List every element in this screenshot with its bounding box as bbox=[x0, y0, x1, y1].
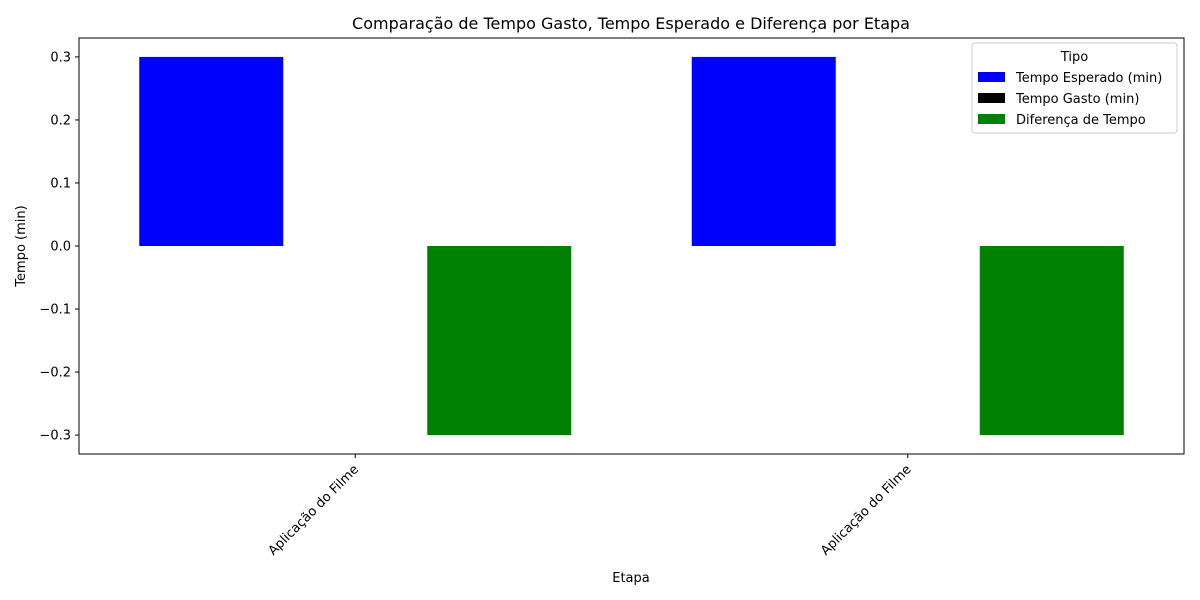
legend: Tipo Tempo Esperado (min) Tempo Gasto (mi… bbox=[971, 42, 1178, 134]
legend-label: Tempo Gasto (min) bbox=[1015, 92, 1139, 107]
legend-items: Tempo Esperado (min) Tempo Gasto (min) Dif… bbox=[978, 71, 1162, 128]
y-tick-label: −0.3 bbox=[39, 429, 71, 444]
chart-title: Comparação de Tempo Gasto, Tempo Esperad… bbox=[352, 14, 910, 33]
legend-box bbox=[971, 42, 1178, 134]
x-axis-label: Etapa bbox=[612, 571, 650, 586]
legend-swatch bbox=[978, 114, 1005, 124]
legend-label: Diferença de Tempo bbox=[1016, 113, 1146, 128]
x-tick-label: Aplicação do Filme bbox=[818, 462, 914, 558]
y-tick-label: 0.1 bbox=[50, 176, 71, 191]
bar bbox=[427, 246, 572, 436]
y-axis-label: Tempo (min) bbox=[14, 205, 29, 287]
bar bbox=[139, 56, 284, 247]
legend-label: Tempo Esperado (min) bbox=[1015, 71, 1162, 86]
y-axis: 0.3 0.2 0.1 0.0 −0.1 −0.2 −0.3 bbox=[39, 50, 79, 444]
y-tick-label: 0.0 bbox=[50, 240, 71, 255]
x-axis: Aplicação do Filme Aplicação do Filme bbox=[266, 454, 915, 559]
y-tick-label: −0.1 bbox=[39, 303, 71, 318]
y-tick-label: −0.2 bbox=[39, 366, 71, 381]
x-tick-label: Aplicação do Filme bbox=[266, 462, 362, 558]
bar bbox=[691, 56, 836, 247]
legend-swatch bbox=[978, 72, 1005, 82]
bars-group bbox=[139, 56, 1124, 436]
y-tick-label: 0.3 bbox=[50, 50, 71, 65]
legend-swatch bbox=[978, 93, 1005, 103]
y-tick-label: 0.2 bbox=[50, 113, 71, 128]
bar bbox=[979, 246, 1124, 436]
legend-title: Tipo bbox=[1060, 50, 1088, 65]
